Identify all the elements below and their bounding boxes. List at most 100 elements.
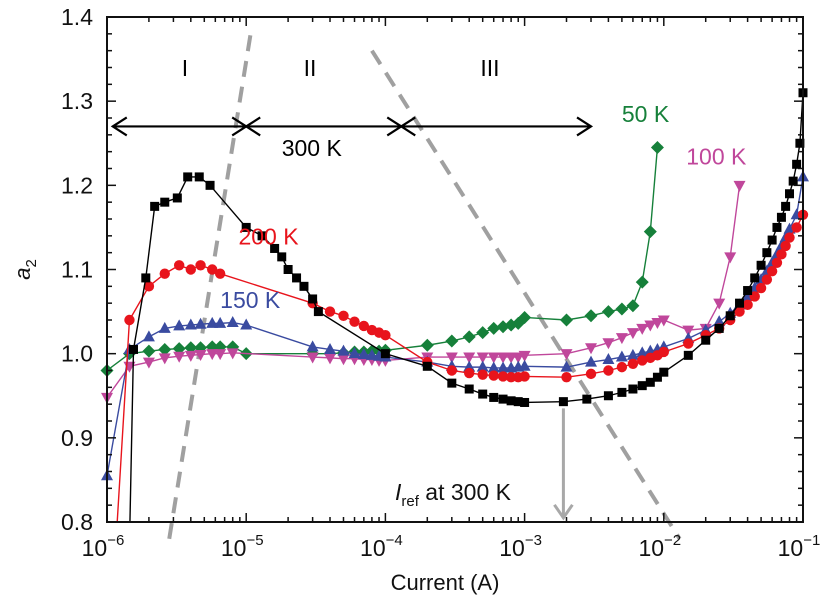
data-point-circle <box>742 299 753 311</box>
data-point-diamond <box>487 321 501 335</box>
region-arrow-II <box>244 116 404 137</box>
data-point-square <box>776 212 786 222</box>
data-point-square <box>762 248 772 258</box>
data-point-circle <box>324 306 336 317</box>
data-point-square <box>241 222 251 232</box>
data-point-triangle-up <box>357 348 370 360</box>
data-point-circle <box>761 274 773 285</box>
x-tick-label-exponent: −5 <box>246 532 263 549</box>
dashed-line-lower-boundary <box>167 25 254 540</box>
data-point-triangle-up <box>194 317 207 329</box>
x-tick-label-exponent: −4 <box>386 532 403 549</box>
data-point-triangle-down <box>173 351 186 363</box>
data-point-triangle-down <box>644 320 657 332</box>
data-point-triangle-up <box>585 355 598 367</box>
data-point-square <box>160 197 170 207</box>
data-point-diamond <box>615 302 629 316</box>
data-point-square <box>795 138 805 148</box>
x-tick-label-base: 10 <box>82 535 108 561</box>
data-point-square <box>513 397 523 407</box>
data-point-triangle-up <box>324 342 337 354</box>
data-point-triangle-up <box>497 361 510 373</box>
y-tick-label: 0.9 <box>61 425 93 451</box>
x-tick-label: 10−1 <box>778 532 821 561</box>
data-point-circle <box>585 368 597 380</box>
data-point-diamond <box>560 313 574 327</box>
data-point-diamond <box>476 326 490 340</box>
region-arrow-I <box>110 116 249 137</box>
iref-label-subscript: ref <box>401 493 419 510</box>
data-point-circle <box>124 314 135 326</box>
data-point-square <box>701 335 711 345</box>
data-point-circle <box>561 372 572 383</box>
data-point-triangle-down <box>615 333 628 345</box>
x-tick-label-exponent: −3 <box>525 532 542 549</box>
data-point-square <box>498 394 508 404</box>
data-point-square <box>283 265 293 274</box>
data-point-circle <box>338 310 349 321</box>
data-point-circle <box>771 257 783 268</box>
series-50k-tip-marker <box>652 145 663 153</box>
data-point-square <box>489 392 499 402</box>
dashed-line-upper-boundary <box>370 49 682 540</box>
ticks: 0.80.91.01.11.21.31.410−6 10−5 10−4 10−3 10−… <box>61 4 820 561</box>
data-point-triangle-down <box>518 350 531 362</box>
data-point-triangle-down <box>602 338 615 350</box>
data-point-diamond <box>626 299 640 313</box>
data-point-triangle-up <box>142 330 155 342</box>
iref-label-text: at 300 K <box>419 479 512 505</box>
data-point-diamond <box>420 338 434 352</box>
data-point-circle <box>780 240 791 252</box>
x-tick-label-base: 10 <box>778 535 804 561</box>
data-point-triangle-up <box>337 344 350 356</box>
region-label-I: I <box>182 55 188 81</box>
data-point-circle <box>755 282 767 294</box>
data-point-square <box>781 201 791 211</box>
data-point-square <box>603 391 613 401</box>
data-point-circle <box>143 281 155 292</box>
data-point-square <box>205 180 215 190</box>
arrowhead-left-icon <box>110 116 128 137</box>
arrowhead-right-icon <box>576 116 594 137</box>
data-point-square <box>735 298 745 308</box>
data-point-circle <box>214 268 226 279</box>
y-tick-label: 1.1 <box>61 257 93 283</box>
data-point-triangle-up <box>626 348 639 360</box>
data-point-triangle-down <box>487 352 500 364</box>
x-tick-label-exponent: −1 <box>803 532 820 549</box>
data-point-triangle-down <box>306 352 319 364</box>
data-point-circle <box>497 371 509 382</box>
data-point-circle <box>683 338 694 349</box>
data-point-square <box>582 394 592 404</box>
data-point-square <box>299 281 309 291</box>
data-point-circle <box>519 371 530 382</box>
iref-arrow <box>553 408 574 521</box>
x-tick-label-base: 10 <box>360 535 386 561</box>
data-point-triangle-down <box>636 323 649 335</box>
arrowhead-down-icon <box>553 503 574 521</box>
data-point-square <box>785 189 795 199</box>
data-point-square <box>743 286 753 296</box>
data-point-square <box>714 323 724 333</box>
data-point-circle <box>446 365 458 376</box>
data-point-square <box>270 243 280 253</box>
data-point-triangle-down <box>142 357 155 369</box>
x-tick-label: 10−4 <box>360 532 403 561</box>
x-tick-label: 10−5 <box>221 532 264 561</box>
data-point-square <box>628 384 638 394</box>
data-point-circle <box>195 260 206 271</box>
data-point-triangle-up <box>158 321 171 333</box>
data-point-triangle-up <box>173 319 186 331</box>
data-point-triangle-down <box>463 352 476 364</box>
data-point-square <box>520 397 530 407</box>
data-point-square <box>558 397 568 407</box>
x-tick-label-exponent: −6 <box>107 532 124 549</box>
data-point-square <box>422 361 432 371</box>
data-point-square <box>750 273 760 283</box>
x-tick-label-base: 10 <box>221 535 247 561</box>
series-300k <box>128 88 808 522</box>
data-point-circle <box>477 369 488 380</box>
data-point-square <box>645 377 655 387</box>
dashed-boundary-lines <box>167 25 682 540</box>
